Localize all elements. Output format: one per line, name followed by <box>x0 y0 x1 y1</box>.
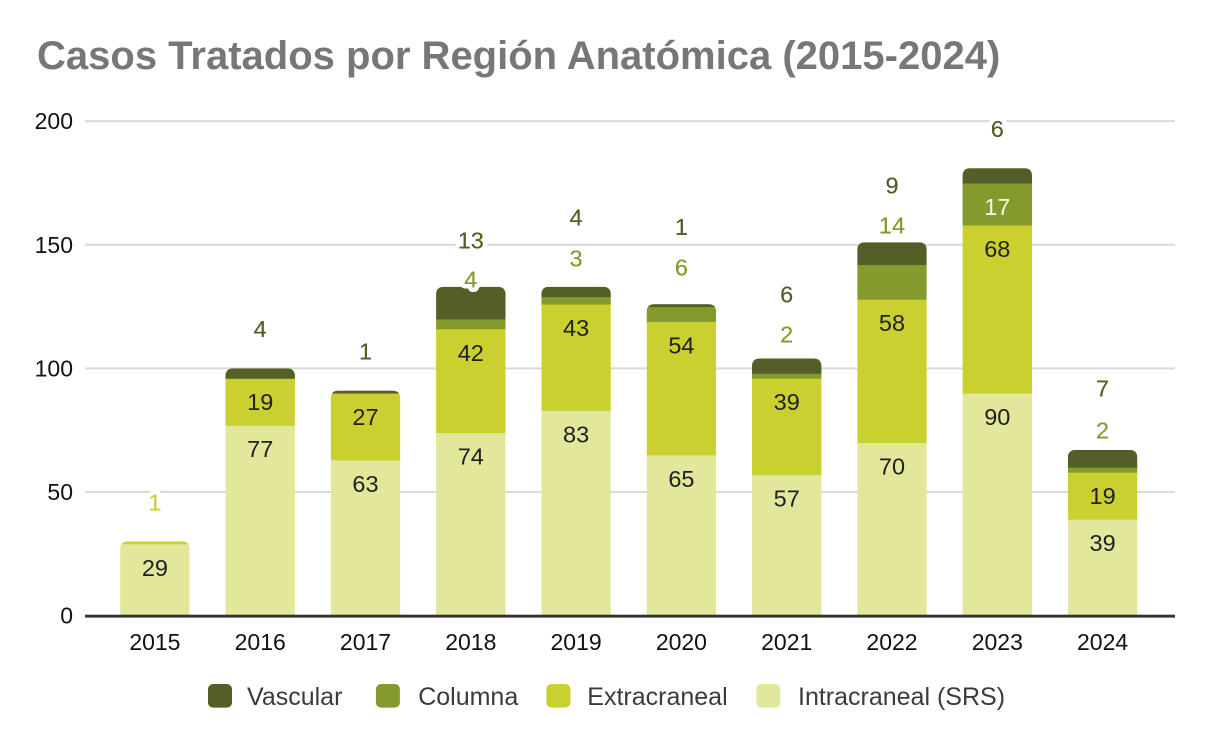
svg-text:17: 17 <box>984 194 1010 220</box>
svg-text:43: 43 <box>563 315 589 341</box>
svg-text:13: 13 <box>458 227 484 253</box>
svg-text:100: 100 <box>35 355 73 381</box>
svg-text:29: 29 <box>142 555 168 581</box>
svg-text:2019: 2019 <box>551 629 602 655</box>
svg-text:4: 4 <box>254 316 267 342</box>
svg-text:9: 9 <box>885 172 898 198</box>
svg-text:27: 27 <box>352 404 378 430</box>
svg-text:2020: 2020 <box>656 629 707 655</box>
svg-text:68: 68 <box>984 236 1010 262</box>
svg-text:1: 1 <box>148 489 161 515</box>
svg-text:6: 6 <box>991 116 1004 142</box>
svg-text:6: 6 <box>780 282 793 308</box>
svg-text:2016: 2016 <box>235 629 286 655</box>
svg-text:57: 57 <box>774 486 800 512</box>
svg-text:14: 14 <box>879 213 905 239</box>
svg-text:74: 74 <box>458 444 484 470</box>
svg-text:2022: 2022 <box>866 629 917 655</box>
svg-text:2015: 2015 <box>129 629 180 655</box>
svg-text:19: 19 <box>1090 483 1116 509</box>
svg-text:39: 39 <box>1090 530 1116 556</box>
svg-text:2: 2 <box>780 322 793 348</box>
svg-text:14: 14 <box>879 213 905 239</box>
svg-text:0: 0 <box>60 603 73 629</box>
svg-text:54: 54 <box>668 332 694 358</box>
svg-text:2021: 2021 <box>761 629 812 655</box>
svg-text:7: 7 <box>1096 375 1109 401</box>
svg-text:6: 6 <box>675 254 688 280</box>
svg-text:6: 6 <box>780 282 793 308</box>
svg-text:39: 39 <box>774 389 800 415</box>
svg-text:13: 13 <box>458 227 484 253</box>
svg-text:4: 4 <box>254 316 267 342</box>
svg-text:Columna: Columna <box>418 683 518 711</box>
svg-text:2: 2 <box>780 322 793 348</box>
svg-text:83: 83 <box>563 421 589 447</box>
svg-text:2: 2 <box>1096 418 1109 444</box>
svg-text:1: 1 <box>359 338 372 364</box>
svg-text:2017: 2017 <box>340 629 391 655</box>
svg-text:9: 9 <box>885 172 898 198</box>
svg-text:1: 1 <box>148 489 161 515</box>
svg-text:1: 1 <box>359 338 372 364</box>
svg-text:2: 2 <box>1096 418 1109 444</box>
svg-text:4: 4 <box>464 266 477 292</box>
svg-text:4: 4 <box>570 204 583 230</box>
svg-text:3: 3 <box>570 245 583 271</box>
svg-text:7: 7 <box>1096 375 1109 401</box>
svg-text:63: 63 <box>352 471 378 497</box>
svg-text:2018: 2018 <box>445 629 496 655</box>
svg-text:6: 6 <box>991 116 1004 142</box>
svg-text:6: 6 <box>675 254 688 280</box>
svg-text:3: 3 <box>570 245 583 271</box>
svg-text:77: 77 <box>247 436 273 462</box>
svg-text:1: 1 <box>675 214 688 240</box>
svg-text:70: 70 <box>879 454 905 480</box>
svg-text:58: 58 <box>879 310 905 336</box>
svg-text:42: 42 <box>458 340 484 366</box>
svg-text:Extracraneal: Extracraneal <box>587 683 727 711</box>
svg-text:4: 4 <box>464 266 477 292</box>
svg-text:Casos Tratados por Región Anat: Casos Tratados por Región Anatómica (201… <box>37 34 1000 78</box>
svg-text:1: 1 <box>675 214 688 240</box>
svg-text:65: 65 <box>668 466 694 492</box>
svg-text:150: 150 <box>35 232 73 258</box>
svg-text:200: 200 <box>35 108 73 134</box>
svg-text:90: 90 <box>984 404 1010 430</box>
svg-text:2024: 2024 <box>1077 629 1128 655</box>
svg-text:50: 50 <box>47 479 73 505</box>
svg-text:19: 19 <box>247 389 273 415</box>
svg-text:Vascular: Vascular <box>247 683 342 711</box>
svg-text:Intracraneal (SRS): Intracraneal (SRS) <box>798 683 1005 711</box>
svg-text:2023: 2023 <box>972 629 1023 655</box>
svg-text:4: 4 <box>570 204 583 230</box>
